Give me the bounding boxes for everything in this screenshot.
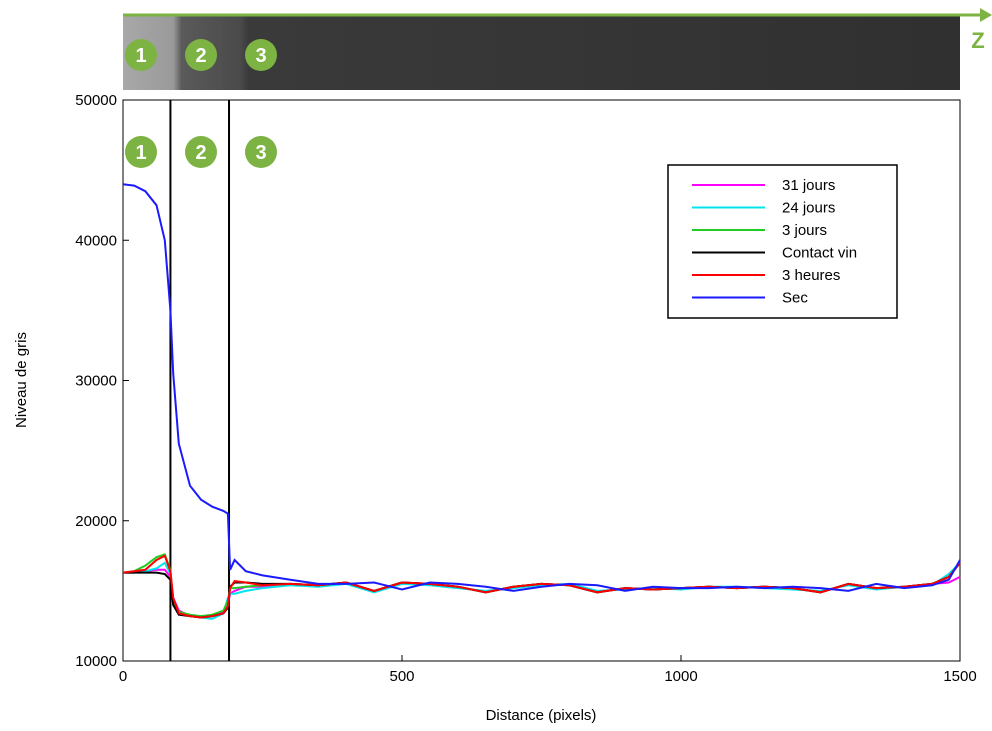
zone-label: 3 xyxy=(255,45,266,67)
series-line xyxy=(122,554,961,619)
zone-circle xyxy=(245,39,277,71)
x-tick-label: 1500 xyxy=(943,668,976,685)
zone-circle xyxy=(125,39,157,71)
legend-label: 3 jours xyxy=(782,222,827,239)
zone-circle xyxy=(185,39,217,71)
zone-marker: 1 xyxy=(125,136,157,168)
z-arrow-head xyxy=(980,8,992,22)
legend-label: 31 jours xyxy=(782,177,835,194)
y-tick-label: 30000 xyxy=(75,373,117,390)
zone-marker: 3 xyxy=(245,39,277,71)
zone-marker: 2 xyxy=(185,39,217,71)
zone-circle xyxy=(125,136,157,168)
x-axis-label: Distance (pixels) xyxy=(486,707,597,724)
z-label: Z xyxy=(971,28,984,53)
zone-label: 2 xyxy=(195,142,206,164)
y-axis-label: Niveau de gris xyxy=(13,332,30,428)
x-tick-label: 500 xyxy=(389,668,414,685)
zone-circle xyxy=(185,136,217,168)
legend-label: Contact vin xyxy=(782,245,857,262)
zone-label: 3 xyxy=(255,142,266,164)
legend-label: Sec xyxy=(782,290,808,307)
zone-marker: 1 xyxy=(125,39,157,71)
y-tick-label: 20000 xyxy=(75,513,117,530)
legend-label: 3 heures xyxy=(782,267,840,284)
zone-label: 2 xyxy=(195,45,206,67)
zone-circle xyxy=(245,136,277,168)
series-line xyxy=(123,568,961,619)
zone-label: 1 xyxy=(135,142,146,164)
y-tick-label: 40000 xyxy=(75,232,117,249)
x-tick-label: 1000 xyxy=(664,668,697,685)
y-tick-label: 50000 xyxy=(75,92,117,109)
zone-marker: 2 xyxy=(185,136,217,168)
zone-marker: 3 xyxy=(245,136,277,168)
legend-label: 24 jours xyxy=(782,200,835,217)
zone-label: 1 xyxy=(135,45,146,67)
series-line xyxy=(122,183,961,592)
y-tick-label: 10000 xyxy=(75,653,117,670)
x-tick-label: 0 xyxy=(119,668,127,685)
legend-box xyxy=(667,164,898,319)
